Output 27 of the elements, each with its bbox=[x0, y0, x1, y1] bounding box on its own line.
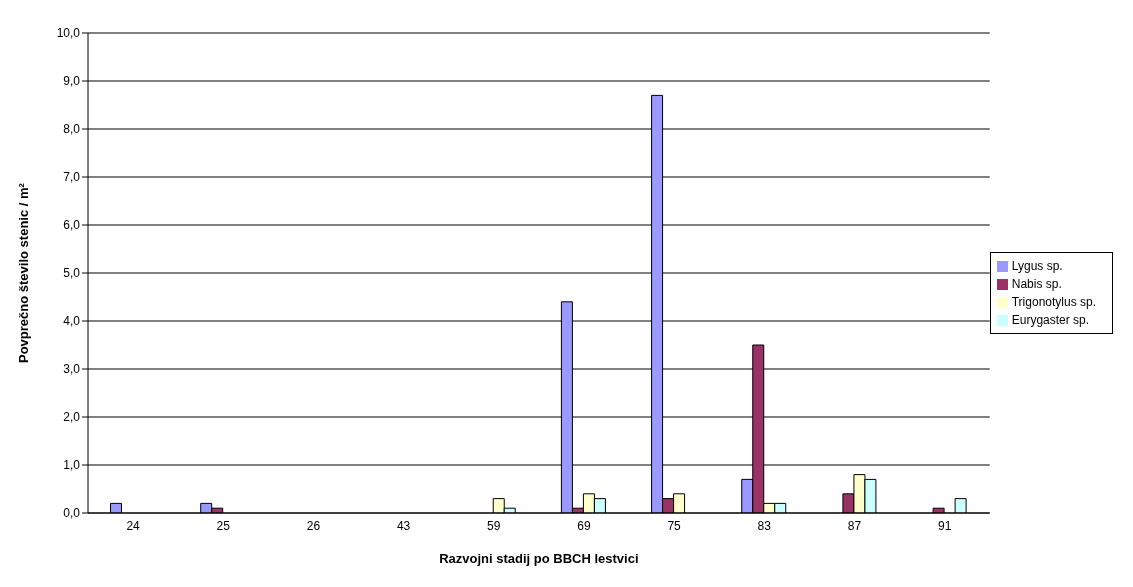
x-axis-title: Razvojni stadij po BBCH lestvici bbox=[439, 551, 639, 566]
y-tick-label: 3,0 bbox=[63, 362, 81, 377]
x-tick-label: 25 bbox=[216, 518, 231, 533]
x-tick-label: 83 bbox=[757, 518, 772, 533]
x-tick-label: 69 bbox=[577, 518, 591, 533]
legend-label: Nabis sp. bbox=[1011, 277, 1062, 291]
y-tick-label: 0,0 bbox=[63, 506, 81, 521]
x-tick-label: 91 bbox=[937, 518, 952, 533]
y-tick-label: 4,0 bbox=[63, 314, 81, 329]
y-tick-label: 6,0 bbox=[63, 218, 81, 233]
x-tick-label: 75 bbox=[667, 518, 682, 533]
x-tick-label: 87 bbox=[847, 518, 862, 533]
x-tick-label: 24 bbox=[126, 518, 141, 533]
x-tick-label: 26 bbox=[306, 518, 321, 533]
x-tick-label: 59 bbox=[487, 518, 501, 533]
y-axis-title: Povprečno število stenic / m² bbox=[15, 182, 31, 363]
legend-label: Trigonotylus sp. bbox=[1011, 295, 1096, 309]
y-tick-label: 2,0 bbox=[63, 410, 81, 425]
y-tick-label: 1,0 bbox=[63, 458, 81, 473]
y-tick-label: 10,0 bbox=[56, 26, 81, 41]
x-tick-label: 43 bbox=[396, 518, 411, 533]
legend-label: Lygus sp. bbox=[1011, 259, 1063, 273]
legend-label: Eurygaster sp. bbox=[1011, 313, 1090, 327]
y-tick-label: 7,0 bbox=[63, 170, 81, 185]
y-tick-label: 5,0 bbox=[63, 266, 81, 281]
y-tick-label: 8,0 bbox=[63, 122, 81, 137]
y-tick-label: 9,0 bbox=[63, 74, 81, 89]
